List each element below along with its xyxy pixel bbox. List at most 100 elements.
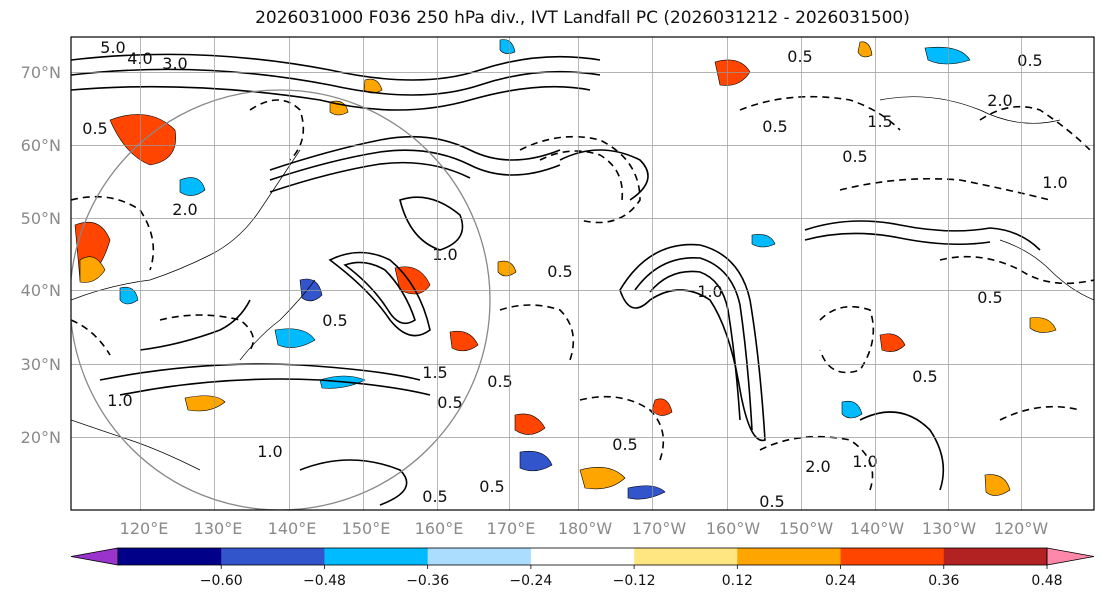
- svg-text:0.5: 0.5: [612, 435, 637, 454]
- shade-neg: [519, 451, 553, 472]
- shade-pos: [449, 331, 479, 352]
- lon-label: 160°W: [706, 519, 761, 538]
- contours-solid: [71, 53, 1041, 506]
- shade-pos: [579, 467, 626, 490]
- svg-text:1.0: 1.0: [697, 282, 722, 301]
- svg-text:0.5: 0.5: [479, 477, 504, 496]
- shade-pos: [879, 333, 906, 352]
- shade-neg: [299, 278, 323, 302]
- shade-pos: [497, 260, 517, 277]
- shade-pos: [651, 398, 673, 416]
- shaded-divergence: [74, 39, 1057, 500]
- colorbar-bin: [943, 548, 1048, 565]
- svg-text:0.5: 0.5: [759, 492, 784, 511]
- coastlines: [71, 96, 1094, 471]
- colorbar-tick-label: 0.12: [722, 573, 753, 589]
- svg-text:0.5: 0.5: [1017, 51, 1042, 70]
- svg-text:1.0: 1.0: [107, 391, 132, 410]
- colorbar-tick-label: −0.12: [613, 573, 656, 589]
- svg-text:0.5: 0.5: [912, 367, 937, 386]
- contour-labels: 5.0 4.0 3.0 2.0 0.5 1.0 0.5 1.5 0.5 0.5 …: [82, 38, 1067, 511]
- lon-label: 180°W: [558, 519, 613, 538]
- colorbar-bin: [737, 548, 842, 565]
- svg-text:0.5: 0.5: [547, 262, 572, 281]
- colorbar-bin: [427, 548, 532, 565]
- longitude-labels: 120°E 130°E 140°E 150°E 160°E 170°E 180°…: [120, 519, 1049, 538]
- shade-neg: [179, 177, 206, 196]
- colorbar-bin: [840, 548, 945, 565]
- svg-text:0.5: 0.5: [842, 147, 867, 166]
- colorbar-tick-label: −0.60: [200, 573, 243, 589]
- svg-text:0.5: 0.5: [487, 372, 512, 391]
- contours-dashed: [71, 95, 1094, 491]
- colorbar-tick-label: 0.24: [825, 573, 856, 589]
- svg-text:1.0: 1.0: [1042, 173, 1067, 192]
- svg-text:0.5: 0.5: [82, 119, 107, 138]
- colorbar-bin: [118, 548, 222, 565]
- colorbar-bin: [530, 548, 635, 565]
- lon-label: 170°E: [487, 519, 536, 538]
- shade-neg: [499, 39, 516, 54]
- map-frame: [70, 36, 1095, 511]
- colorbar: −0.60 −0.48 −0.36 −0.24 −0.12 0.12 0.24 0.36 0.4…: [70, 547, 1095, 589]
- lon-label: 130°E: [194, 519, 243, 538]
- latitude-labels: 70°N 60°N 50°N 40°N 30°N 20°N: [21, 63, 61, 447]
- reference-circle: [71, 89, 491, 510]
- lon-label: 140°E: [268, 519, 317, 538]
- svg-text:0.5: 0.5: [437, 393, 462, 412]
- colorbar-bin: [634, 548, 738, 565]
- lon-label: 120°W: [994, 519, 1049, 538]
- svg-text:0.5: 0.5: [787, 47, 812, 66]
- svg-text:1.0: 1.0: [432, 245, 457, 264]
- lon-label: 160°E: [415, 519, 464, 538]
- svg-text:1.0: 1.0: [257, 442, 282, 461]
- lon-label: 170°W: [632, 519, 687, 538]
- lon-label: 150°E: [342, 519, 391, 538]
- shade-neg: [841, 400, 863, 419]
- shade-pos: [184, 395, 226, 412]
- colorbar-extend-high: [1046, 547, 1095, 566]
- colorbar-tick-label: −0.48: [303, 573, 346, 589]
- lon-label: 120°E: [120, 519, 169, 538]
- svg-text:0.5: 0.5: [762, 117, 787, 136]
- lat-label: 70°N: [21, 63, 61, 82]
- shade-neg: [119, 286, 139, 305]
- lon-label: 140°W: [850, 519, 905, 538]
- svg-text:0.5: 0.5: [977, 288, 1002, 307]
- shade-neg: [751, 234, 776, 248]
- shade-pos: [984, 474, 1011, 496]
- map-title: 2026031000 F036 250 hPa div., IVT Landfa…: [255, 8, 910, 28]
- colorbar-outline: [117, 547, 1048, 566]
- svg-text:1.5: 1.5: [867, 112, 892, 131]
- lon-label: 130°W: [922, 519, 977, 538]
- map-background: [71, 37, 1094, 510]
- colorbar-tick-label: −0.24: [509, 573, 552, 589]
- shade-neg: [627, 485, 666, 500]
- lat-label: 20°N: [21, 428, 61, 447]
- shade-pos: [857, 41, 873, 58]
- shade-pos: [514, 413, 546, 435]
- svg-text:2.0: 2.0: [805, 457, 830, 476]
- svg-text:1.5: 1.5: [422, 363, 447, 382]
- lon-label: 150°W: [779, 519, 834, 538]
- svg-text:5.0: 5.0: [100, 38, 125, 57]
- shade-pos: [1029, 317, 1057, 333]
- colorbar-tick-label: −0.36: [406, 573, 449, 589]
- svg-text:4.0: 4.0: [127, 49, 152, 68]
- colorbar-extend-low: [70, 547, 119, 566]
- gridlines: [71, 37, 1094, 510]
- shade-neg: [274, 328, 316, 348]
- map-content: 5.0 4.0 3.0 2.0 0.5 1.0 0.5 1.5 0.5 0.5 …: [71, 37, 1094, 511]
- shade-pos: [79, 256, 106, 283]
- lat-label: 50°N: [21, 209, 61, 228]
- colorbar-tick-label: 0.48: [1031, 573, 1062, 589]
- svg-text:1.0: 1.0: [852, 452, 877, 471]
- shade-neg: [924, 46, 971, 65]
- colorbar-bin: [324, 548, 429, 565]
- svg-text:2.0: 2.0: [987, 91, 1012, 110]
- lat-label: 60°N: [21, 136, 61, 155]
- lat-label: 30°N: [21, 355, 61, 374]
- svg-text:2.0: 2.0: [172, 200, 197, 219]
- lat-label: 40°N: [21, 281, 61, 300]
